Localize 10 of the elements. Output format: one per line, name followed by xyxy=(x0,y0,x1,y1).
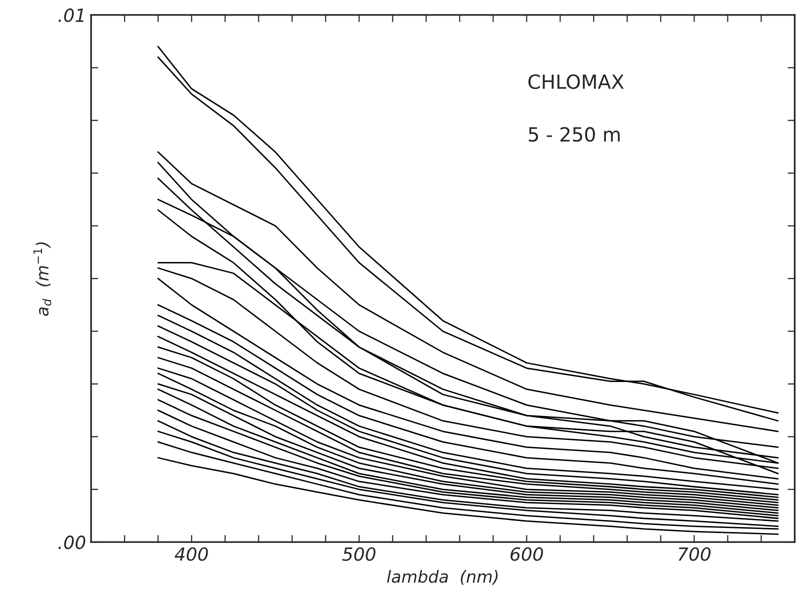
x-axis-title: lambda (nm) xyxy=(387,570,498,585)
annotation: 5 - 250 m xyxy=(528,127,620,142)
x-tick-label: 700 xyxy=(678,547,711,561)
y-axis-title: a$_{d}$ (m$^{−1}$) xyxy=(33,242,52,316)
y-tick-label: .01 xyxy=(58,8,84,22)
x-tick-label: 600 xyxy=(510,547,543,561)
x-tick-label: 400 xyxy=(174,547,208,561)
annotation: CHLOMAX xyxy=(528,74,624,90)
x-tick-label: 500 xyxy=(342,547,376,561)
y-tick-label: .00 xyxy=(58,536,86,550)
